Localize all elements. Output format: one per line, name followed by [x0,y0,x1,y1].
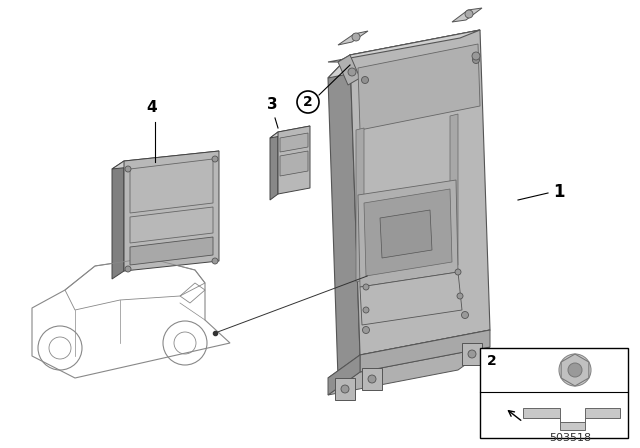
Polygon shape [270,132,278,200]
Circle shape [468,350,476,358]
Polygon shape [280,151,308,176]
Text: 3: 3 [267,97,277,112]
Circle shape [568,363,582,377]
Polygon shape [328,30,480,78]
Circle shape [212,156,218,162]
Circle shape [368,375,376,383]
Polygon shape [328,330,490,378]
Circle shape [212,258,218,264]
Polygon shape [280,133,308,152]
Polygon shape [462,343,482,365]
Polygon shape [364,189,452,276]
Polygon shape [112,161,124,279]
Polygon shape [358,180,458,287]
Polygon shape [362,368,382,390]
Circle shape [297,91,319,113]
Polygon shape [358,44,480,130]
Text: 4: 4 [147,100,157,115]
Polygon shape [338,31,368,45]
Polygon shape [360,272,462,325]
Text: 2: 2 [487,354,497,368]
Polygon shape [328,355,360,395]
Polygon shape [450,114,458,267]
Circle shape [352,33,360,41]
Circle shape [362,327,369,333]
Polygon shape [452,8,482,22]
Circle shape [363,284,369,290]
Polygon shape [350,30,490,355]
Circle shape [348,68,356,76]
Circle shape [457,293,463,299]
Bar [480,348,628,438]
Polygon shape [335,378,355,400]
Circle shape [472,52,480,60]
Polygon shape [523,408,620,430]
Circle shape [362,77,369,83]
Polygon shape [561,354,589,386]
Polygon shape [356,128,364,282]
Circle shape [125,266,131,272]
Circle shape [455,269,461,275]
Circle shape [461,311,468,319]
Polygon shape [360,330,490,372]
Text: 2: 2 [303,95,313,109]
Polygon shape [328,30,480,62]
Polygon shape [380,210,432,258]
Circle shape [363,307,369,313]
Polygon shape [112,151,219,169]
Text: 1: 1 [553,183,564,201]
Polygon shape [278,126,310,194]
Circle shape [465,10,473,18]
Polygon shape [328,55,360,378]
Polygon shape [124,151,219,271]
Circle shape [559,354,591,386]
Text: 503518: 503518 [549,433,591,443]
Circle shape [472,56,479,64]
Polygon shape [338,55,360,85]
Circle shape [341,385,349,393]
Polygon shape [130,237,213,265]
Circle shape [125,166,131,172]
Polygon shape [328,347,490,395]
Polygon shape [270,126,310,138]
